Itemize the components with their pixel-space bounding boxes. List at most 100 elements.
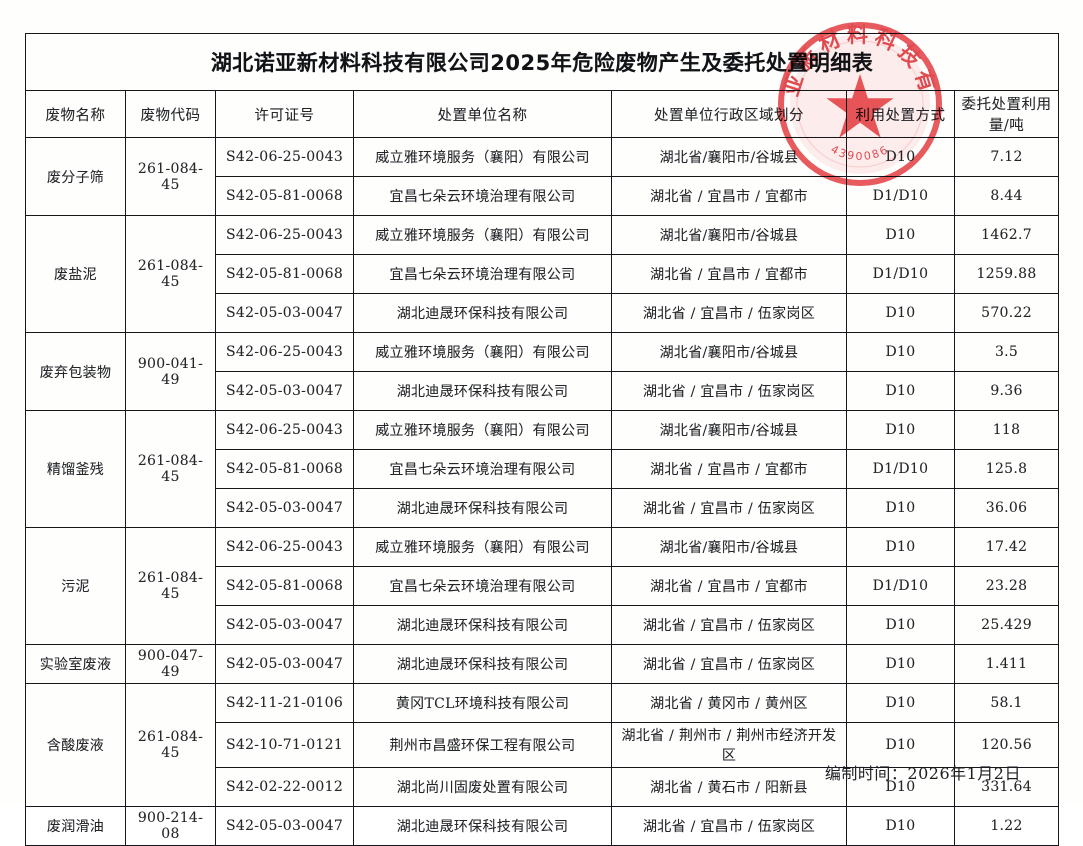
entrusted-quantity-cell: 9.36: [953, 371, 1060, 411]
license-number-cell: S42-05-81-0068: [215, 176, 354, 216]
disposal-unit-cell: 湖北迪晟环保科技有限公司: [353, 806, 612, 846]
disposal-unit-cell: 威立雅环境服务（襄阳）有限公司: [353, 527, 612, 567]
disposal-method-cell: D10: [846, 332, 955, 372]
license-number-cell: S42-11-21-0106: [215, 683, 354, 723]
disposal-unit-cell: 黄冈TCL环境科技有限公司: [353, 683, 612, 723]
waste-code-cell: 261-084-45: [125, 137, 216, 216]
disposal-method-cell: D10: [846, 644, 955, 684]
entrusted-quantity-cell: 1462.7: [953, 215, 1060, 255]
table-row: S42-05-81-0068 宜昌七朵云环境治理有限公司 湖北省 / 宜昌市 / 宜…: [26, 566, 1060, 606]
license-number-cell: S42-05-03-0047: [215, 293, 354, 333]
waste-code-cell: 261-084-45: [125, 410, 216, 528]
administrative-region-cell: 湖北省 / 宜昌市 / 伍家岗区: [611, 293, 847, 333]
disposal-unit-cell: 湖北迪晟环保科技有限公司: [353, 605, 612, 645]
disposal-method-cell: D10: [846, 410, 955, 450]
table-header-row: 废物名称 废物代码 许可证号 处置单位名称 处置单位行政区域划分 利用处置方式 委托处置利用…: [25, 90, 1060, 138]
disposal-method-cell: D10: [846, 683, 955, 723]
license-number-cell: S42-02-22-0012: [215, 767, 354, 807]
waste-name-cell: 废润滑油: [25, 806, 126, 846]
administrative-region-cell: 湖北省/襄阳市/谷城县: [611, 215, 847, 255]
waste-name-cell: 实验室废液: [25, 644, 126, 684]
entrusted-quantity-cell: 17.42: [953, 527, 1060, 567]
table-row: S42-05-81-0068 宜昌七朵云环境治理有限公司 湖北省 / 宜昌市 / 宜…: [26, 254, 1060, 294]
disposal-method-cell: D10: [846, 527, 955, 567]
disposal-method-cell: D1/D10: [846, 254, 955, 294]
disposal-unit-cell: 湖北迪晟环保科技有限公司: [353, 293, 612, 333]
license-number-cell: S42-05-03-0047: [215, 371, 354, 411]
disposal-method-cell: D10: [846, 806, 955, 846]
disposal-method-cell: D1/D10: [846, 566, 955, 606]
entrusted-quantity-cell: 3.5: [953, 332, 1060, 372]
administrative-region-cell: 湖北省 / 宜昌市 / 宜都市: [611, 254, 847, 294]
table-row: 实验室废液 900-047-49 S42-05-03-0047 湖北迪晟环保科技有限公…: [25, 644, 1060, 684]
disposal-unit-cell: 威立雅环境服务（襄阳）有限公司: [353, 410, 612, 450]
disposal-unit-cell: 威立雅环境服务（襄阳）有限公司: [353, 215, 612, 255]
table-row: S42-05-81-0068 宜昌七朵云环境治理有限公司 湖北省 / 宜昌市 / 宜…: [26, 176, 1060, 216]
disposal-method-cell: D1/D10: [846, 176, 955, 216]
administrative-region-cell: 湖北省 / 宜昌市 / 宜都市: [611, 176, 847, 216]
table-row: S42-02-22-0012 湖北尚川固废处置有限公司 湖北省 / 黄石市 / 阳新…: [26, 767, 1060, 807]
waste-code-cell: 261-084-45: [125, 215, 216, 333]
license-number-cell: S42-05-03-0047: [215, 806, 354, 846]
waste-code-cell: 900-047-49: [125, 644, 216, 684]
administrative-region-cell: 湖北省 / 宜昌市 / 伍家岗区: [611, 806, 847, 846]
entrusted-quantity-cell: 118: [953, 410, 1060, 450]
entrusted-quantity-cell: 1.411: [953, 644, 1060, 684]
column-header-4: 处置单位名称: [353, 90, 612, 138]
waste-name-cell: 废分子筛: [25, 137, 126, 216]
waste-name-cell: 污泥: [25, 527, 126, 645]
entrusted-quantity-cell: 7.12: [953, 137, 1060, 177]
disposal-unit-cell: 宜昌七朵云环境治理有限公司: [353, 449, 612, 489]
administrative-region-cell: 湖北省/襄阳市/谷城县: [611, 527, 847, 567]
license-number-cell: S42-06-25-0043: [215, 215, 354, 255]
waste-code-cell: 900-214-08: [125, 806, 216, 846]
disposal-method-cell: D10: [846, 215, 955, 255]
disposal-method-cell: D10: [846, 767, 955, 807]
disposal-method-cell: D10: [846, 605, 955, 645]
administrative-region-cell: 湖北省 / 黄石市 / 阳新县: [611, 767, 847, 807]
entrusted-quantity-cell: 1.22: [953, 806, 1060, 846]
table-body: 废分子筛 261-084-45 S42-06-25-0043 威立雅环境服务（襄阳）有…: [25, 137, 1060, 846]
table-row: S42-10-71-0121 荆州市昌盛环保工程有限公司 湖北省 / 荆州市 / 荆…: [26, 722, 1060, 768]
disposal-unit-cell: 荆州市昌盛环保工程有限公司: [353, 722, 612, 768]
compile-date: 编制时间：2026年1月2日: [824, 764, 1021, 783]
waste-name-cell: 废弃包装物: [25, 332, 126, 411]
waste-name-cell: 精馏釜残: [25, 410, 126, 528]
entrusted-quantity-cell: 570.22: [953, 293, 1060, 333]
entrusted-quantity-cell: 25.429: [953, 605, 1060, 645]
administrative-region-cell: 湖北省 / 宜昌市 / 宜都市: [611, 566, 847, 606]
administrative-region-cell: 湖北省 / 黄冈市 / 黄州区: [611, 683, 847, 723]
table-row: S42-05-81-0068 宜昌七朵云环境治理有限公司 湖北省 / 宜昌市 / 宜…: [26, 449, 1060, 489]
disposal-unit-cell: 威立雅环境服务（襄阳）有限公司: [353, 137, 612, 177]
entrusted-quantity-cell: 125.8: [953, 449, 1060, 489]
disposal-unit-cell: 威立雅环境服务（襄阳）有限公司: [353, 332, 612, 372]
table-row: S42-05-03-0047 湖北迪晟环保科技有限公司 湖北省 / 宜昌市 / 伍家…: [26, 293, 1060, 333]
administrative-region-cell: 湖北省 / 荆州市 / 荆州市经济开发区: [611, 722, 847, 768]
disposal-unit-cell: 宜昌七朵云环境治理有限公司: [353, 566, 612, 606]
entrusted-quantity-cell: 8.44: [953, 176, 1060, 216]
table-row: S42-05-03-0047 湖北迪晟环保科技有限公司 湖北省 / 宜昌市 / 伍家…: [26, 371, 1060, 411]
disposal-method-cell: D10: [846, 488, 955, 528]
administrative-region-cell: 湖北省 / 宜昌市 / 伍家岗区: [611, 644, 847, 684]
disposal-unit-cell: 湖北迪晟环保科技有限公司: [353, 644, 612, 684]
entrusted-quantity-cell: 1259.88: [953, 254, 1060, 294]
title-row: 湖北诺亚新材料科技有限公司2025年危险废物产生及委托处置明细表: [24, 33, 1060, 91]
license-number-cell: S42-10-71-0121: [215, 722, 354, 768]
administrative-region-cell: 湖北省 / 宜昌市 / 伍家岗区: [611, 605, 847, 645]
license-number-cell: S42-06-25-0043: [215, 137, 354, 177]
table-row: 废弃包装物 900-041-49 S42-06-25-0043 威立雅环境服务（襄阳）…: [25, 332, 1060, 411]
license-number-cell: S42-05-03-0047: [215, 605, 354, 645]
waste-code-cell: 261-084-45: [125, 683, 216, 807]
disposal-method-cell: D10: [846, 371, 955, 411]
waste-code-cell: 261-084-45: [125, 527, 216, 645]
table-row: S42-05-03-0047 湖北迪晟环保科技有限公司 湖北省 / 宜昌市 / 伍家…: [26, 488, 1060, 528]
waste-name-cell: 含酸废液: [25, 683, 126, 807]
entrusted-quantity-cell: 331.64: [953, 767, 1060, 807]
table-row: 废分子筛 261-084-45 S42-06-25-0043 威立雅环境服务（襄阳）有…: [25, 137, 1060, 216]
column-header-6: 利用处置方式: [846, 90, 955, 138]
disposal-method-cell: D10: [846, 137, 955, 177]
column-header-7: 委托处置利用量/吨: [953, 90, 1060, 138]
entrusted-quantity-cell: 120.56: [953, 722, 1060, 768]
administrative-region-cell: 湖北省/襄阳市/谷城县: [611, 410, 847, 450]
waste-code-cell: 900-041-49: [125, 332, 216, 411]
